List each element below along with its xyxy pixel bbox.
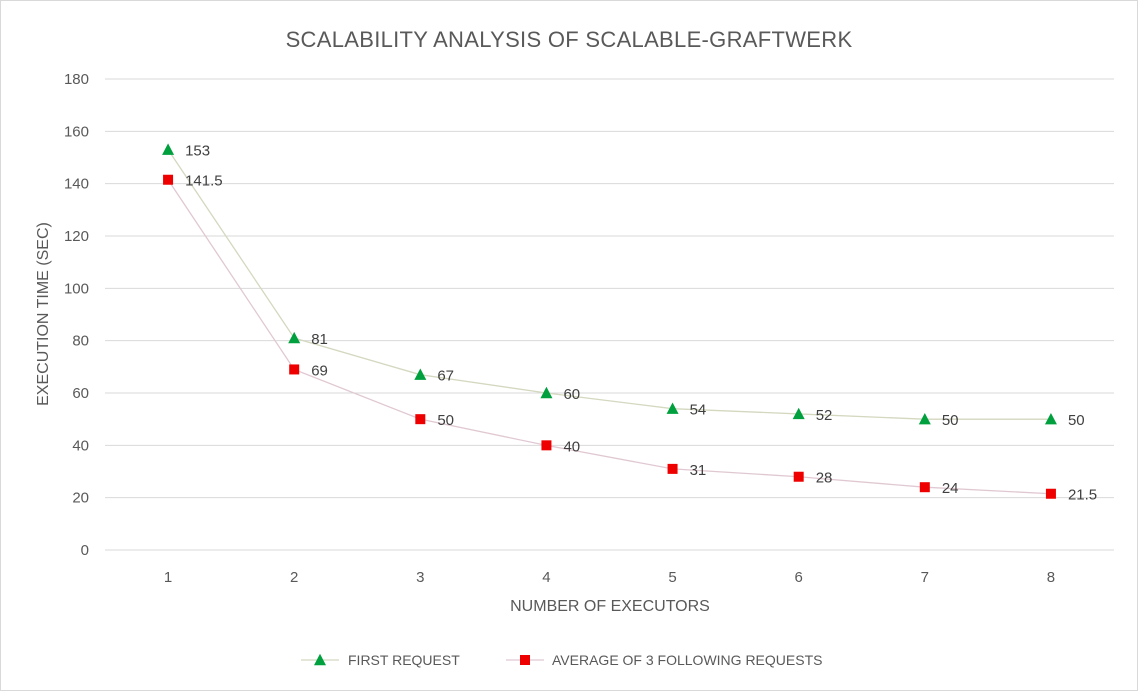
series-average-following-requests: 141.5 69 50 40 31 28 24 21.5 <box>163 173 1097 504</box>
y-tick-label: 20 <box>72 490 89 507</box>
series-first-request: 153 81 67 60 54 52 50 50 <box>162 143 1085 429</box>
x-tick-label: 6 <box>795 569 803 586</box>
data-label: 81 <box>311 331 328 348</box>
data-point <box>163 174 174 185</box>
x-axis-title: NUMBER OF EXECUTORS <box>510 598 710 615</box>
y-tick-label: 160 <box>64 123 89 140</box>
data-point <box>289 364 300 375</box>
y-tick-label: 0 <box>81 542 89 559</box>
legend-marker <box>314 653 326 666</box>
series-group: 153 81 67 60 54 52 50 50 141.5 69 50 40 31 28 24 21.5 <box>162 143 1097 504</box>
data-point <box>414 368 427 380</box>
data-label: 141.5 <box>185 173 223 190</box>
data-point <box>162 143 175 155</box>
legend: FIRST REQUEST AVERAGE OF 3 FOLLOWING REQU… <box>301 652 822 668</box>
y-tick-label: 100 <box>64 280 89 297</box>
data-point <box>918 412 931 425</box>
data-label: 50 <box>437 412 454 429</box>
data-point <box>541 440 552 451</box>
data-label: 67 <box>437 368 454 385</box>
legend-item: FIRST REQUEST <box>301 652 460 668</box>
y-tick-label: 140 <box>64 176 89 193</box>
data-point <box>1044 412 1057 425</box>
data-label: 153 <box>185 143 210 160</box>
x-tick-label: 8 <box>1047 569 1055 586</box>
data-point <box>919 482 930 493</box>
chart-title: SCALABILITY ANALYSIS OF SCALABLE-GRAFTWE… <box>286 27 853 52</box>
y-tick-label: 80 <box>72 333 89 350</box>
data-label: 28 <box>816 470 833 487</box>
data-label: 24 <box>942 480 959 497</box>
data-label: 54 <box>690 402 707 419</box>
data-label: 50 <box>942 412 959 429</box>
x-tick-label: 2 <box>290 569 298 586</box>
y-tick-label: 60 <box>72 385 89 402</box>
data-label: 31 <box>690 462 707 479</box>
series-line <box>167 149 1051 420</box>
data-point <box>288 331 301 344</box>
data-point <box>540 386 553 399</box>
legend-item: AVERAGE OF 3 FOLLOWING REQUESTS <box>506 652 822 668</box>
y-tick-label: 120 <box>64 228 89 245</box>
gridlines <box>105 78 1114 551</box>
data-label: 52 <box>816 407 833 424</box>
data-point <box>793 471 804 482</box>
y-axis-ticks: 0 20 40 60 80 100 120 140 160 180 <box>64 71 89 559</box>
y-tick-label: 40 <box>72 437 89 454</box>
data-label: 21.5 <box>1068 487 1097 504</box>
x-tick-label: 1 <box>164 569 172 586</box>
data-label: 40 <box>563 438 580 455</box>
data-point <box>666 402 679 414</box>
data-label: 69 <box>311 362 328 379</box>
legend-label: AVERAGE OF 3 FOLLOWING REQUESTS <box>552 652 822 668</box>
y-axis-title: EXECUTION TIME (SEC) <box>35 222 52 406</box>
x-tick-label: 7 <box>921 569 929 586</box>
data-point <box>792 407 805 420</box>
data-label: 50 <box>1068 412 1085 429</box>
series-line <box>167 179 1051 495</box>
x-tick-label: 5 <box>668 569 676 586</box>
legend-label: FIRST REQUEST <box>348 652 460 668</box>
x-tick-label: 4 <box>542 569 550 586</box>
legend-marker <box>520 655 530 665</box>
data-point <box>667 463 678 474</box>
x-tick-label: 3 <box>416 569 424 586</box>
data-point <box>415 414 426 425</box>
data-label: 60 <box>563 386 580 403</box>
x-axis-ticks: 1 2 3 4 5 6 7 8 <box>164 569 1055 586</box>
data-point <box>1045 488 1056 499</box>
y-tick-label: 180 <box>64 71 89 88</box>
